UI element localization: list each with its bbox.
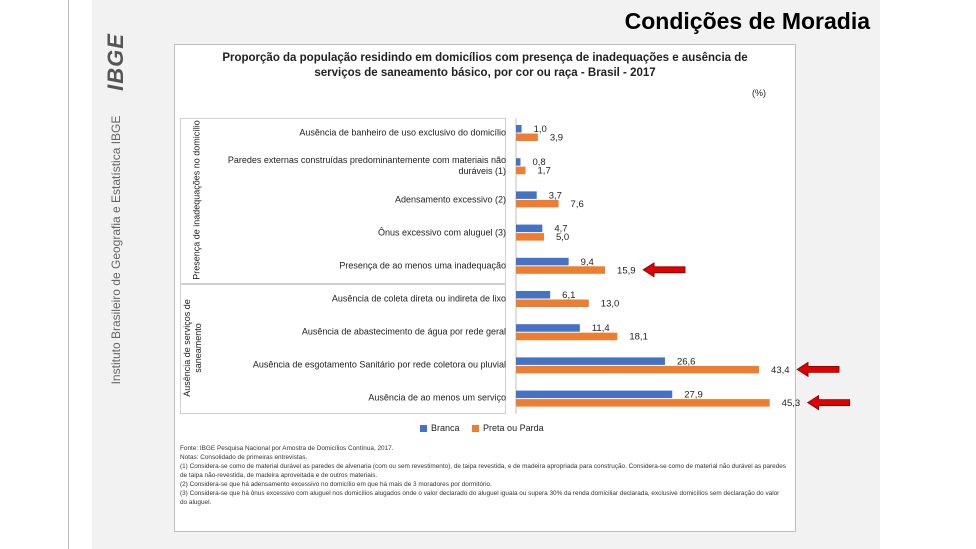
data-label-preta-ou-parda-0: 3,9 — [550, 133, 563, 144]
bar-preta-ou-parda-4 — [516, 266, 606, 274]
data-label-branca-6: 11,4 — [592, 323, 610, 334]
legend-label-branca: Branca — [431, 423, 460, 433]
note-2: (2) Considera-se que há adensamento exce… — [180, 481, 492, 488]
bar-branca-1 — [516, 158, 521, 166]
bar-branca-7 — [516, 357, 665, 365]
group-box-saneamento — [180, 284, 506, 414]
category-label-5: Ausência de coleta direta ou indireta de… — [331, 293, 506, 304]
category-label-1: Paredes externas construídas predominant… — [227, 155, 506, 176]
data-label-branca-5: 6,1 — [562, 290, 575, 301]
data-label-preta-ou-parda-2: 7,6 — [571, 199, 584, 210]
highlight-arrow-4 — [642, 262, 686, 278]
group-box-inadequacoes — [180, 118, 506, 284]
bar-preta-ou-parda-8 — [516, 399, 770, 407]
legend: Branca Preta ou Parda — [420, 423, 554, 434]
bar-preta-ou-parda-0 — [516, 133, 538, 141]
bar-branca-5 — [516, 291, 551, 299]
bar-preta-ou-parda-3 — [516, 233, 544, 241]
note-source: Fonte: IBGE Pesquisa Nacional por Amostr… — [180, 445, 394, 452]
highlight-arrow-8 — [806, 394, 851, 411]
highlight-arrow-7 — [796, 361, 840, 378]
data-label-preta-ou-parda-6: 18,1 — [629, 332, 648, 343]
data-label-branca-4: 9,4 — [581, 257, 594, 268]
note-consolidated: Notas: Consolidado de primeiras entrevis… — [180, 454, 308, 461]
chart-panel — [174, 44, 796, 532]
bar-branca-8 — [516, 390, 673, 399]
bar-preta-ou-parda-1 — [516, 166, 526, 175]
arrow-icon-4 — [642, 262, 686, 278]
data-label-branca-7: 26,6 — [677, 356, 696, 367]
data-label-branca-2: 3,7 — [549, 190, 562, 201]
category-label-4: Presença de ao menos uma inadequação — [339, 260, 506, 271]
data-label-branca-0: 1,0 — [534, 124, 547, 135]
chart-title: Proporção da população residindo em domi… — [222, 52, 748, 79]
legend-item-preta-ou-parda: Preta ou Parda — [472, 423, 544, 433]
category-label-2: Adensamento excessivo (2) — [394, 194, 506, 205]
legend-item-branca: Branca — [420, 423, 460, 433]
data-label-branca-8: 27,9 — [684, 390, 703, 401]
left-rule — [68, 0, 69, 549]
bar-branca-4 — [516, 257, 569, 266]
legend-label-preta-ou-parda: Preta ou Parda — [483, 423, 544, 433]
bar-branca-2 — [516, 191, 537, 199]
category-label-0: Ausência de banheiro de uso exclusivo do… — [299, 127, 506, 138]
data-label-preta-ou-parda-8: 45,3 — [782, 398, 801, 409]
bar-branca-6 — [516, 324, 580, 332]
data-label-branca-1: 0,8 — [532, 157, 545, 168]
note-3: (3) Considera-se que há ônus excessivo c… — [180, 490, 780, 506]
data-label-branca-3: 4,7 — [554, 224, 567, 235]
category-label-8: Ausência de ao menos um serviço — [368, 392, 506, 403]
bar-preta-ou-parda-6 — [516, 332, 618, 341]
chart-notes: Fonte: IBGE Pesquisa Nacional por Amostr… — [180, 444, 786, 507]
category-label-7: Ausência de esgotamento Sanitário por re… — [252, 359, 506, 370]
bar-preta-ou-parda-5 — [516, 299, 589, 307]
data-label-preta-ou-parda-7: 43,4 — [771, 365, 790, 376]
data-label-preta-ou-parda-3: 5,0 — [556, 232, 569, 243]
bar-branca-3 — [516, 224, 543, 233]
legend-swatch-preta-ou-parda — [472, 424, 480, 432]
category-label-6: Ausência de abastecimento de água por re… — [301, 326, 506, 337]
bar-preta-ou-parda-7 — [516, 365, 760, 374]
arrow-icon-8 — [806, 394, 851, 411]
slide-title: Condições de Moradia — [624, 8, 870, 34]
bar-branca-0 — [516, 125, 522, 133]
legend-swatch-branca — [420, 424, 427, 432]
category-label-3: Ônus excessivo com aluguel (3) — [377, 227, 506, 238]
data-label-preta-ou-parda-5: 13,0 — [601, 299, 620, 310]
unit-label: (%) — [752, 88, 766, 98]
data-label-preta-ou-parda-1: 1,7 — [538, 166, 551, 177]
data-label-preta-ou-parda-4: 15,9 — [617, 265, 636, 276]
bar-preta-ou-parda-2 — [516, 199, 559, 208]
note-1: (1) Considera-se como de material duráve… — [180, 463, 787, 479]
arrow-icon-7 — [796, 361, 840, 378]
